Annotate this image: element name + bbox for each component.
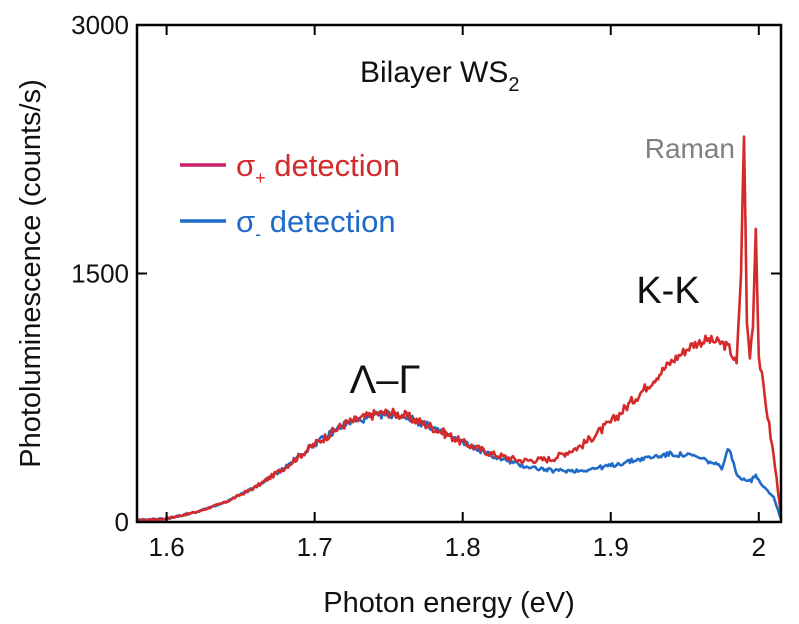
chart-title-main: Bilayer WS <box>360 56 508 89</box>
legend-label-symbol: σ <box>236 204 255 239</box>
legend-label-text: detection <box>266 148 400 183</box>
annotation-lambda-gamma: Λ–Γ <box>350 358 421 402</box>
x-tick-label: 1.6 <box>149 532 185 562</box>
series-line-sigma-minus <box>137 410 781 522</box>
y-tick-label: 3000 <box>71 10 129 40</box>
legend-label-symbol: σ <box>236 148 255 183</box>
x-tick-label: 2 <box>752 532 766 562</box>
legend-label-sigma-plus: σ+ detection <box>236 148 400 188</box>
legend-label-subscript: - <box>255 224 261 244</box>
series-line-sigma-plus <box>137 135 781 522</box>
legend-label-subscript: + <box>255 168 266 188</box>
annotation-raman: Raman <box>645 133 735 164</box>
y-tick-label: 0 <box>115 507 129 537</box>
legend-label-text: detection <box>261 204 395 239</box>
legend-label-sigma-minus: σ- detection <box>236 204 396 244</box>
y-tick-label: 1500 <box>71 259 129 289</box>
chart-title: Bilayer WS2 <box>360 56 519 96</box>
x-axis-label: Photon energy (eV) <box>323 587 574 619</box>
annotation-k-k: K-K <box>636 270 699 312</box>
x-tick-label: 1.7 <box>297 532 333 562</box>
x-tick-label: 1.8 <box>445 532 481 562</box>
y-axis-label: Photoluminescence (counts/s) <box>15 79 47 467</box>
chart-title-subscript: 2 <box>508 74 519 96</box>
x-tick-label: 1.9 <box>593 532 629 562</box>
